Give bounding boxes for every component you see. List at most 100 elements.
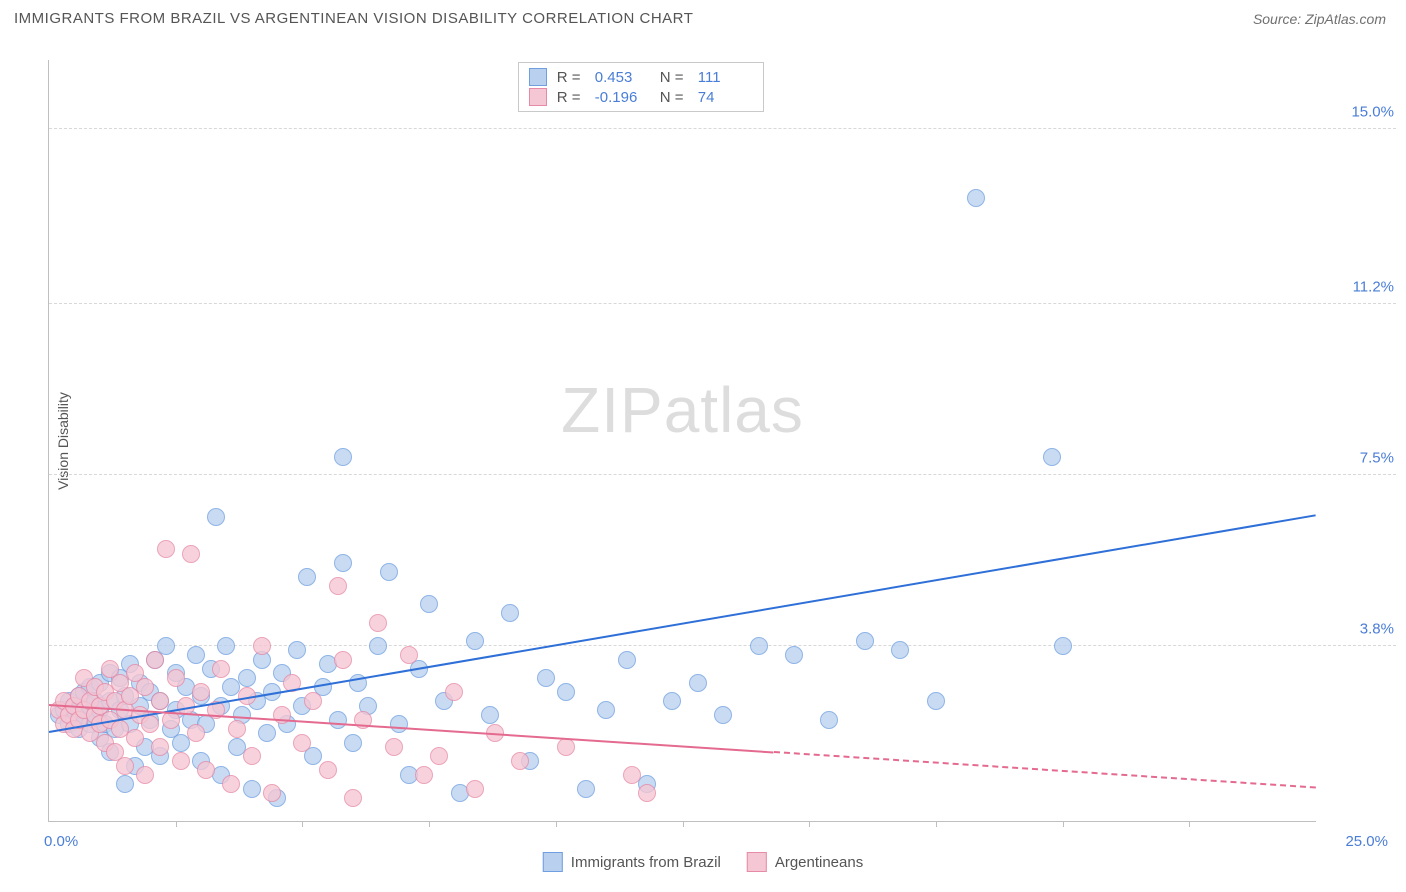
scatter-point-b (623, 766, 641, 784)
chart-title: IMMIGRANTS FROM BRAZIL VS ARGENTINEAN VI… (14, 10, 693, 27)
scatter-point-a (380, 563, 398, 581)
scatter-point-b (304, 692, 322, 710)
stats-n-value: 74 (698, 89, 753, 106)
y-tick-label: 15.0% (1351, 104, 1394, 121)
scatter-point-a (217, 637, 235, 655)
scatter-point-b (253, 637, 271, 655)
scatter-point-b (557, 738, 575, 756)
scatter-point-b (151, 692, 169, 710)
scatter-point-b (319, 761, 337, 779)
bottom-legend: Immigrants from Brazil Argentineans (543, 852, 863, 872)
scatter-point-a (481, 706, 499, 724)
stats-n-value: 111 (698, 69, 753, 86)
scatter-point-a (577, 780, 595, 798)
scatter-point-b (192, 683, 210, 701)
scatter-point-a (501, 604, 519, 622)
scatter-point-a (927, 692, 945, 710)
scatter-point-b (222, 775, 240, 793)
x-max-label: 25.0% (1345, 833, 1388, 850)
scatter-point-a (689, 674, 707, 692)
x-tick (556, 821, 557, 827)
scatter-point-b (228, 720, 246, 738)
x-origin-label: 0.0% (44, 833, 78, 850)
scatter-point-a (288, 641, 306, 659)
scatter-point-b (385, 738, 403, 756)
trend-line (774, 751, 1316, 789)
source-attribution: Source: ZipAtlas.com (1253, 11, 1386, 27)
watermark-atlas: atlas (664, 374, 804, 446)
scatter-point-b (430, 747, 448, 765)
scatter-point-b (293, 734, 311, 752)
x-tick (1189, 821, 1190, 827)
scatter-point-a (557, 683, 575, 701)
stats-row-b: R =-0.196N =74 (529, 87, 753, 107)
scatter-point-b (334, 651, 352, 669)
scatter-point-b (344, 789, 362, 807)
scatter-point-a (334, 448, 352, 466)
x-tick (809, 821, 810, 827)
scatter-point-a (298, 568, 316, 586)
y-tick-label: 3.8% (1360, 620, 1394, 637)
chart-area: Vision Disability ZIPatlas R =0.453N =11… (48, 60, 1316, 822)
scatter-point-b (329, 577, 347, 595)
scatter-point-a (258, 724, 276, 742)
scatter-point-a (187, 646, 205, 664)
scatter-point-b (116, 757, 134, 775)
scatter-point-a (820, 711, 838, 729)
x-tick (683, 821, 684, 827)
legend-item-b: Argentineans (747, 852, 863, 872)
legend-item-a: Immigrants from Brazil (543, 852, 721, 872)
scatter-point-b (167, 669, 185, 687)
scatter-point-a (344, 734, 362, 752)
scatter-point-a (663, 692, 681, 710)
scatter-point-b (415, 766, 433, 784)
scatter-point-b (157, 540, 175, 558)
scatter-point-b (182, 545, 200, 563)
y-tick-label: 7.5% (1360, 450, 1394, 467)
scatter-point-b (212, 660, 230, 678)
scatter-point-a (967, 189, 985, 207)
scatter-point-a (597, 701, 615, 719)
y-tick-label: 11.2% (1353, 279, 1394, 296)
stats-r-label: R = (557, 69, 585, 86)
source-name: ZipAtlas.com (1305, 11, 1386, 27)
x-tick (1063, 821, 1064, 827)
x-tick (176, 821, 177, 827)
legend-swatch-icon (529, 68, 547, 86)
legend-label: Immigrants from Brazil (571, 854, 721, 871)
scatter-point-a (329, 711, 347, 729)
gridline (49, 645, 1396, 646)
chart-header: IMMIGRANTS FROM BRAZIL VS ARGENTINEAN VI… (0, 0, 1406, 35)
scatter-point-b (187, 724, 205, 742)
stats-row-a: R = 0.453 N = 111 (529, 67, 753, 87)
scatter-point-b (638, 784, 656, 802)
stats-legend-box: R =0.453N =111R =-0.196N =74 (518, 62, 764, 112)
scatter-point-b (466, 780, 484, 798)
source-prefix: Source: (1253, 11, 1305, 27)
legend-swatch-icon (747, 852, 767, 872)
scatter-point-a (1054, 637, 1072, 655)
stats-r-value: -0.196 (595, 89, 650, 106)
scatter-point-a (856, 632, 874, 650)
scatter-point-a (238, 669, 256, 687)
scatter-point-b (197, 761, 215, 779)
scatter-point-b (172, 752, 190, 770)
scatter-point-a (466, 632, 484, 650)
scatter-point-a (537, 669, 555, 687)
scatter-point-b (400, 646, 418, 664)
scatter-point-b (141, 715, 159, 733)
stats-r-value: 0.453 (595, 69, 650, 86)
stats-n-label: N = (660, 69, 688, 86)
scatter-point-a (891, 641, 909, 659)
scatter-point-b (136, 766, 154, 784)
scatter-point-a (369, 637, 387, 655)
scatter-point-a (243, 780, 261, 798)
scatter-point-a (785, 646, 803, 664)
scatter-point-a (334, 554, 352, 572)
scatter-point-a (207, 508, 225, 526)
gridline (49, 303, 1396, 304)
scatter-point-a (390, 715, 408, 733)
scatter-point-b (136, 678, 154, 696)
watermark: ZIPatlas (561, 373, 804, 447)
stats-r-label: R = (557, 89, 585, 106)
